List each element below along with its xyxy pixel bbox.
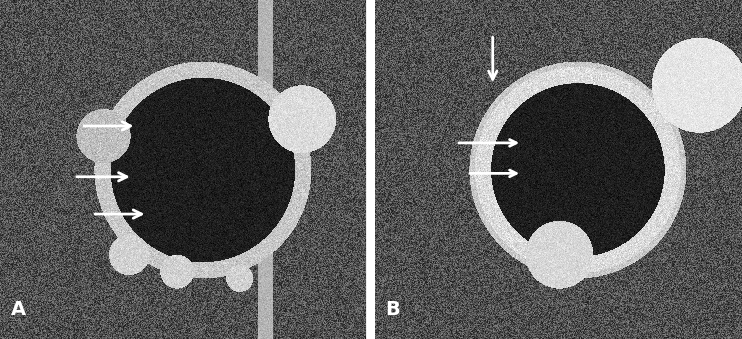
- Text: B: B: [386, 300, 401, 319]
- Text: A: A: [11, 300, 26, 319]
